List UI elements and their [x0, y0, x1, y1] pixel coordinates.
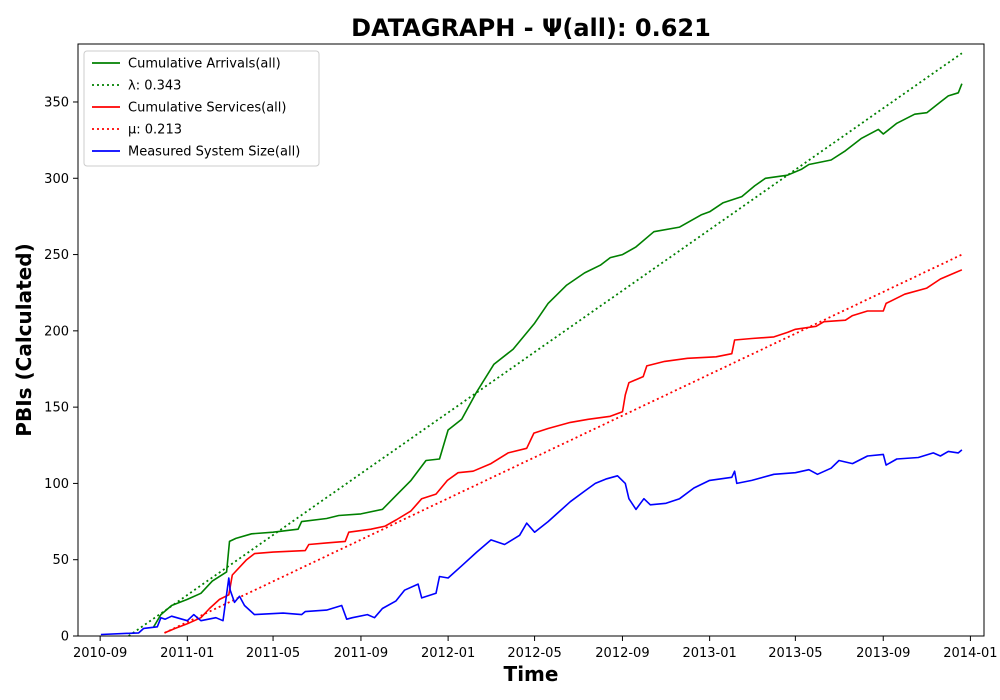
y-axis-label: PBIs (Calculated): [12, 243, 36, 436]
legend-label: λ: 0.343: [128, 79, 181, 94]
mu-fit-line: [164, 253, 963, 634]
x-tick-label: 2012-01: [421, 646, 475, 661]
cumulative-services-line: [164, 269, 963, 634]
series-layer: [100, 52, 963, 637]
system-size-line: [100, 449, 963, 636]
x-tick-label: 2012-05: [507, 646, 561, 661]
x-tick-label: 2011-01: [160, 646, 214, 661]
y-tick-label: 100: [44, 477, 69, 492]
legend-box: [83, 50, 320, 167]
y-tick-label: 0: [61, 630, 69, 645]
y-tick-label: 50: [52, 553, 69, 568]
legend-label: Cumulative Arrivals(all): [128, 57, 281, 72]
y-tick-label: 200: [44, 324, 69, 339]
x-tick-label: 2011-09: [334, 646, 388, 661]
x-tick-label: 2011-05: [246, 646, 300, 661]
x-tick-label: 2010-09: [73, 646, 127, 661]
x-axis: 2010-09 2011-01 2011-05 2011-09 2012-01 2012-…: [73, 636, 998, 661]
legend-label: Cumulative Services(all): [128, 101, 286, 116]
x-tick-label: 2012-09: [595, 646, 649, 661]
x-axis-label: Time: [504, 662, 559, 686]
cumulative-arrivals-line: [153, 83, 963, 628]
x-tick-label: 2014-01: [943, 646, 997, 661]
y-tick-label: 250: [44, 248, 69, 263]
y-tick-label: 300: [44, 172, 69, 187]
y-tick-label: 150: [44, 401, 69, 416]
legend-label: μ: 0.213: [128, 123, 182, 138]
legend-label: Measured System Size(all): [128, 145, 300, 160]
chart-title: DATAGRAPH - Ψ(all): 0.621: [351, 14, 711, 42]
plot-frame: [77, 43, 985, 637]
x-tick-label: 2013-01: [682, 646, 736, 661]
y-tick-label: 350: [44, 95, 69, 110]
legend: Cumulative Arrivals(all) λ: 0.343 Cumulati…: [83, 50, 320, 167]
x-tick-label: 2013-05: [768, 646, 822, 661]
y-axis: 0 50 100 150 200 250 300 350: [44, 95, 78, 645]
x-tick-label: 2013-09: [856, 646, 910, 661]
